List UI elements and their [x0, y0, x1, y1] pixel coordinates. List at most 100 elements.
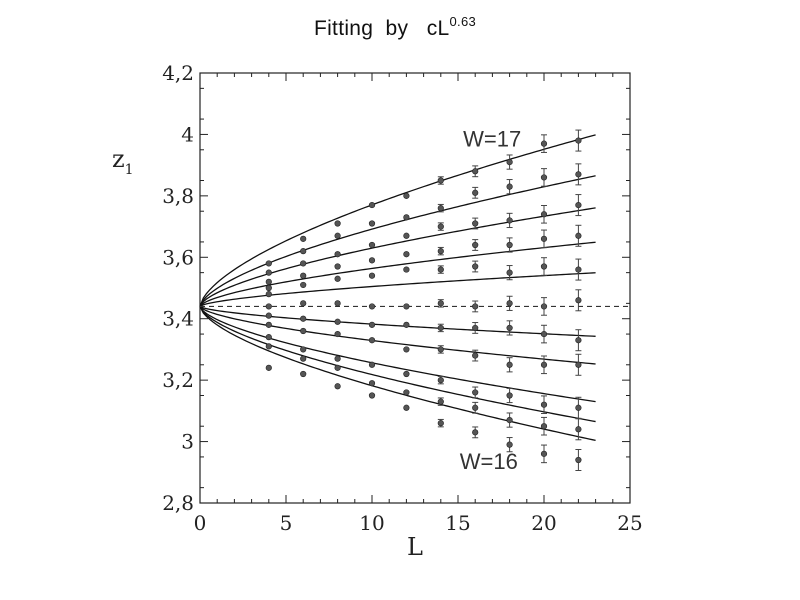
data-point [437, 377, 444, 384]
data-point [472, 429, 479, 436]
y-tick-label: 3,4 [162, 307, 194, 331]
data-point [403, 214, 410, 221]
y-tick-label: 3,6 [162, 245, 194, 269]
axis-ticks: 0 5 10 15 20 25 2,8 3 3,2 3,4 3,6 3,8 4 4,2 [162, 61, 643, 535]
data-point [300, 300, 307, 307]
fit-curve [199, 306, 596, 423]
data-point [472, 168, 479, 175]
data-point [540, 211, 548, 218]
data-point [403, 303, 410, 310]
data-point [437, 205, 444, 212]
data-point [300, 346, 307, 353]
fit-curve [199, 134, 596, 307]
data-point [472, 303, 479, 310]
data-point [575, 297, 582, 304]
data-point [437, 248, 444, 255]
x-tick-label: 15 [445, 511, 470, 535]
data-point [540, 174, 548, 181]
data-point [575, 361, 582, 368]
data-point [368, 321, 376, 328]
title-exponent: 0.63 [449, 14, 477, 29]
fit-curve [199, 241, 596, 307]
data-point [506, 441, 513, 448]
y-axis-label-main: z [112, 145, 125, 173]
data-point [334, 355, 341, 362]
data-point [334, 330, 341, 338]
data-point [368, 257, 376, 264]
x-tick-label: 5 [280, 511, 293, 535]
x-tick-label: 10 [359, 511, 384, 535]
fit-curve [199, 272, 596, 308]
data-point [540, 235, 548, 242]
data-point [334, 300, 341, 307]
data-point [472, 263, 479, 270]
data-point [300, 355, 307, 362]
data-point [265, 278, 272, 285]
data-point [300, 315, 307, 322]
data-point [575, 404, 582, 411]
fit-curve [199, 305, 596, 337]
data-point [334, 275, 341, 282]
data-point [437, 398, 444, 405]
data-point [265, 364, 272, 371]
page-title: Fitting by cL0.63 [0, 14, 790, 41]
title-text: Fitting by cL [313, 17, 450, 40]
data-point [265, 343, 272, 350]
data-point [334, 232, 341, 239]
data-point [540, 450, 548, 457]
data-point [368, 361, 376, 368]
data-point [472, 404, 479, 411]
data-point [368, 303, 376, 310]
y-tick-label: 4 [181, 122, 194, 146]
data-point [506, 361, 513, 368]
data-point [334, 263, 341, 270]
fit-curve [199, 207, 596, 307]
data-point [334, 364, 341, 371]
data-point [265, 260, 272, 267]
data-point [506, 416, 513, 424]
data-point [540, 140, 548, 147]
data-point [300, 260, 307, 267]
data-point [506, 324, 513, 332]
data-point [575, 456, 582, 464]
data-point [575, 426, 582, 433]
data-point [334, 251, 341, 258]
data-point [265, 312, 272, 319]
data-point [265, 334, 272, 341]
data-point [403, 370, 410, 378]
y-axis-label: z1 [112, 145, 134, 178]
data-point [265, 269, 272, 276]
data-point [472, 220, 479, 227]
data-point [300, 248, 307, 255]
data-point [403, 266, 410, 273]
data-point [437, 223, 444, 230]
data-point [506, 300, 513, 307]
data-point [540, 401, 548, 408]
data-point [575, 232, 582, 239]
data-point [334, 220, 341, 227]
annotations: W=17 W=16 [460, 127, 522, 475]
data-point [300, 235, 307, 242]
data-point [403, 346, 410, 353]
data-point [506, 158, 513, 166]
x-tick-label: 0 [194, 511, 207, 535]
annotation-label: W=16 [460, 449, 518, 474]
data-point [540, 423, 548, 430]
data-point [575, 137, 582, 144]
data-point [472, 189, 479, 196]
fit-curve [199, 306, 596, 403]
data-point [575, 337, 582, 344]
data-point [472, 352, 479, 359]
data-point [540, 303, 548, 310]
y-tick-label: 3 [181, 430, 194, 454]
data-point [506, 392, 513, 399]
data-point [265, 303, 272, 310]
data-point [472, 241, 479, 249]
data-point [540, 330, 548, 338]
data-point [472, 324, 479, 332]
data-point [368, 272, 376, 279]
data-point [437, 300, 444, 307]
data-point [575, 266, 582, 273]
data-point [265, 291, 272, 298]
